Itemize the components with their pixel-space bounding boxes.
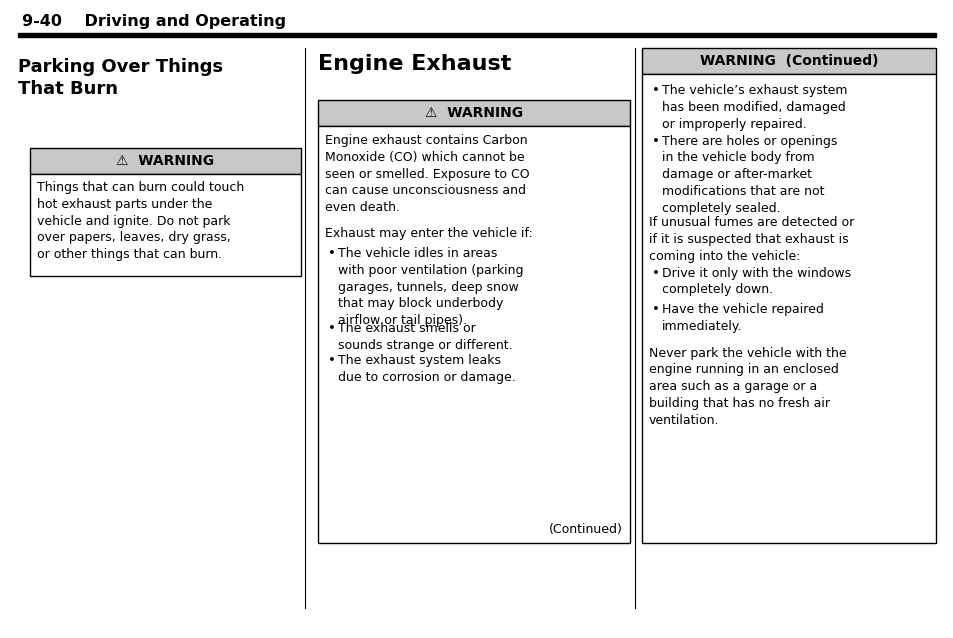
Text: ⚠  WARNING: ⚠ WARNING [116, 154, 214, 168]
Text: The exhaust system leaks
due to corrosion or damage.: The exhaust system leaks due to corrosio… [337, 354, 516, 384]
Text: There are holes or openings
in the vehicle body from
damage or after-market
modi: There are holes or openings in the vehic… [661, 135, 837, 215]
Text: Parking Over Things
That Burn: Parking Over Things That Burn [18, 58, 223, 98]
Text: ⚠  WARNING: ⚠ WARNING [424, 106, 522, 120]
Bar [30, 148, 301, 174]
Text: The vehicle idles in areas
with poor ventilation (parking
garages, tunnels, deep: The vehicle idles in areas with poor ven… [337, 247, 523, 327]
Text: Engine exhaust contains Carbon
Monoxide (CO) which cannot be
seen or smelled. Ex: Engine exhaust contains Carbon Monoxide … [325, 134, 529, 214]
Text: WARNING  (Continued): WARNING (Continued) [699, 54, 878, 68]
Text: Engine Exhaust: Engine Exhaust [317, 54, 511, 74]
Bar [317, 100, 629, 126]
Text: •: • [328, 322, 335, 335]
Text: Have the vehicle repaired
immediately.: Have the vehicle repaired immediately. [661, 304, 823, 333]
Text: •: • [651, 84, 659, 97]
Text: •: • [328, 354, 335, 367]
Text: The vehicle’s exhaust system
has been modified, damaged
or improperly repaired.: The vehicle’s exhaust system has been mo… [661, 84, 846, 131]
Bar [641, 74, 935, 543]
Text: Exhaust may enter the vehicle if:: Exhaust may enter the vehicle if: [325, 227, 532, 240]
Text: The exhaust smells or
sounds strange or different.: The exhaust smells or sounds strange or … [337, 322, 512, 352]
Bar [317, 126, 629, 543]
Bar [30, 174, 301, 276]
Text: Drive it only with the windows
completely down.: Drive it only with the windows completel… [661, 267, 850, 296]
Text: •: • [651, 304, 659, 316]
Text: (Continued): (Continued) [549, 523, 622, 536]
Text: •: • [328, 247, 335, 260]
Text: Never park the vehicle with the
engine running in an enclosed
area such as a gar: Never park the vehicle with the engine r… [648, 346, 845, 427]
Bar [18, 33, 935, 37]
Text: If unusual fumes are detected or
if it is suspected that exhaust is
coming into : If unusual fumes are detected or if it i… [648, 216, 853, 263]
Text: •: • [651, 135, 659, 147]
Text: 9-40    Driving and Operating: 9-40 Driving and Operating [22, 14, 286, 29]
Bar [641, 48, 935, 74]
Text: Things that can burn could touch
hot exhaust parts under the
vehicle and ignite.: Things that can burn could touch hot exh… [37, 181, 244, 261]
Text: •: • [651, 267, 659, 279]
